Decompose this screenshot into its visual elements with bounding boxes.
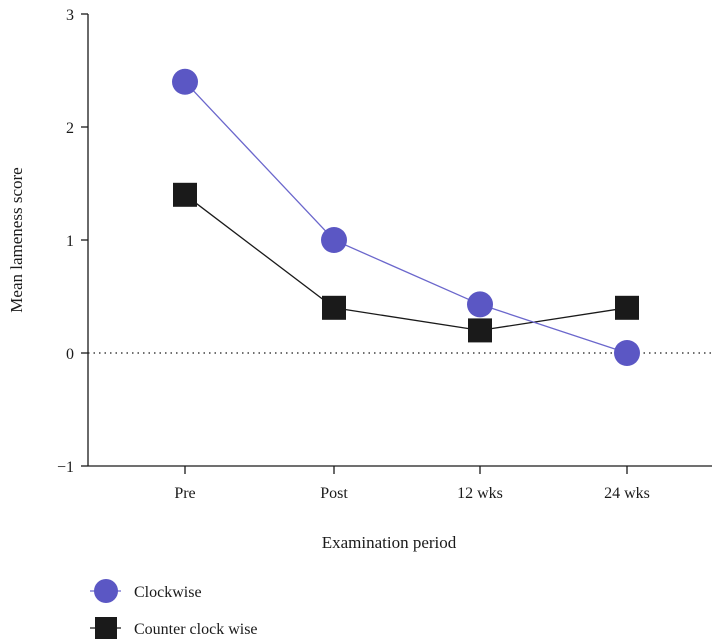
y-tick-label: 2 [66, 120, 74, 137]
series-counter-clock-wise [173, 182, 639, 343]
x-tick-label: 12 wks [457, 485, 503, 502]
legend-clockwise-marker [94, 579, 118, 603]
x-tick-label: Post [320, 485, 348, 502]
data-point-clockwise [614, 340, 640, 366]
legend-clockwise-label: Clockwise [134, 584, 202, 601]
legend: Clockwise Counter clock wise [90, 579, 258, 639]
series-line-counter-clock-wise [184, 194, 628, 332]
data-point-counter-clock-wise [468, 318, 492, 343]
legend-item-counter-clock-wise: Counter clock wise [90, 617, 258, 639]
data-point-clockwise [172, 68, 198, 95]
y-tick-label: −1 [57, 459, 74, 476]
x-axis-title: Examination period [322, 533, 457, 552]
data-point-counter-clock-wise [322, 295, 346, 320]
y-axis-ticks: 3 2 1 0 −1 [57, 7, 88, 476]
series-clockwise [172, 68, 640, 366]
series-line-clockwise [184, 81, 628, 354]
data-point-clockwise [321, 227, 347, 253]
legend-counter-marker [95, 617, 117, 639]
x-tick-label: Pre [174, 485, 195, 502]
y-tick-label: 0 [66, 346, 74, 363]
data-point-counter-clock-wise [615, 295, 639, 320]
data-point-clockwise [467, 291, 493, 318]
data-point-counter-clock-wise [173, 182, 197, 207]
y-tick-label: 1 [66, 233, 74, 250]
x-axis-ticks: Pre Post 12 wks 24 wks [174, 466, 650, 502]
y-tick-label: 3 [66, 7, 74, 24]
x-tick-label: 24 wks [604, 485, 650, 502]
legend-item-clockwise: Clockwise [90, 579, 202, 603]
y-axis-title: Mean lameness score [7, 167, 26, 312]
legend-counter-label: Counter clock wise [134, 621, 258, 638]
series-layer [172, 68, 640, 366]
